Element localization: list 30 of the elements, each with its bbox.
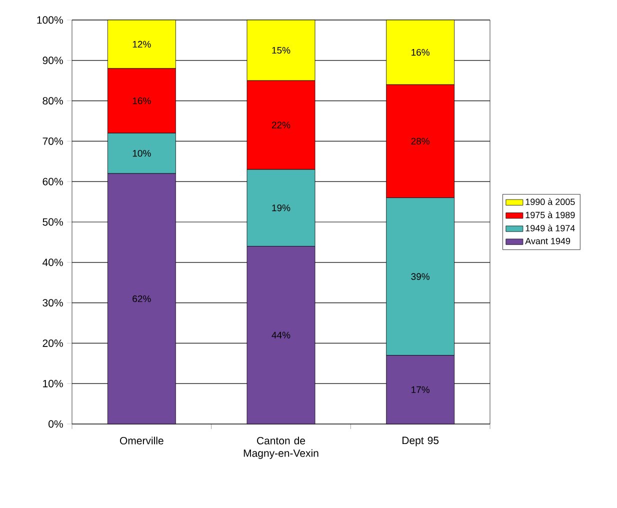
y-tick-label: 50% [42, 218, 63, 226]
y-tick-label: 10% [43, 380, 63, 388]
y-tick-label: 90% [42, 56, 63, 64]
data-label: 15% [272, 46, 290, 54]
data-label: 16% [132, 97, 151, 104]
legend-label: 1975 à 1989 [526, 211, 575, 218]
data-label: 17% [412, 386, 430, 393]
y-tick-label: 60% [42, 178, 63, 186]
data-label: 16% [412, 48, 430, 56]
y-tick-label: 20% [42, 339, 63, 347]
data-label: 12% [132, 40, 151, 48]
x-tick-label: Omerville [120, 436, 164, 444]
data-label: 10% [132, 150, 151, 157]
x-tick-label: Canton de Magny-en-Vexin [244, 436, 318, 459]
x-tick-label: Dept 95 [402, 436, 439, 446]
data-label: 19% [272, 204, 290, 212]
y-tick-label: 80% [42, 97, 63, 105]
legend-label: Avant 1949 [525, 238, 570, 244]
y-tick-label: 40% [42, 258, 63, 266]
y-tick-label: 70% [42, 137, 63, 145]
data-label: 44% [272, 332, 290, 338]
legend-label: 1949 à 1974 [526, 224, 575, 232]
data-label: 28% [411, 138, 430, 145]
y-tick-label: 100% [37, 16, 63, 24]
data-label: 22% [272, 122, 290, 128]
y-tick-label: 30% [42, 299, 63, 307]
data-label: 62% [132, 295, 151, 302]
y-tick-label: 0% [48, 420, 63, 428]
data-label: 39% [411, 273, 430, 280]
legend-label: 1990 à 2005 [526, 198, 575, 206]
